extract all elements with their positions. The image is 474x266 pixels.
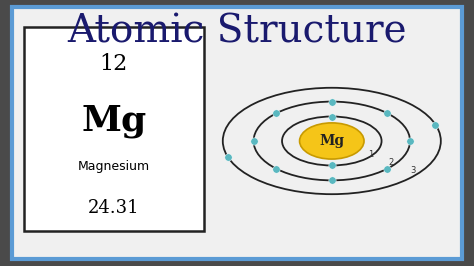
Text: 3: 3 [410,166,416,175]
Point [273,167,280,171]
Point [328,178,336,182]
Text: 24.31: 24.31 [88,199,139,217]
Point [406,139,414,143]
Point [273,111,280,115]
Text: 12: 12 [100,53,128,75]
Point [328,114,336,119]
Text: Mg: Mg [81,105,146,138]
Text: 2: 2 [388,158,393,167]
Text: Mg: Mg [319,134,345,148]
Point [383,111,391,115]
Point [250,139,257,143]
Point [328,99,336,104]
Point [224,155,232,160]
Text: Atomic Structure: Atomic Structure [67,13,407,50]
Point [328,163,336,168]
Point [383,167,391,171]
Point [432,122,439,127]
Text: 1: 1 [368,150,373,159]
Ellipse shape [300,123,364,159]
Text: Magnesium: Magnesium [78,160,150,173]
Bar [24,27,204,231]
